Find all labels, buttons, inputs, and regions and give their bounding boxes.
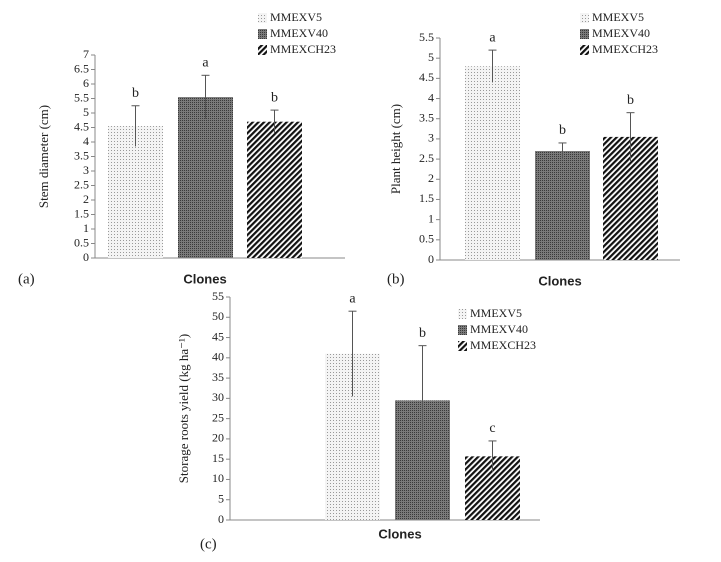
legend-swatch [580,29,589,39]
y-tick-label: 45 [212,329,224,343]
y-tick-label: 5 [218,491,224,505]
y-tick-label: 4.5 [74,119,89,133]
legend-swatch [258,29,267,39]
legend-label: MMEXV40 [270,26,328,40]
y-tick-label: 0 [428,252,434,266]
y-tick-label: 30 [212,390,224,404]
legend-label: MMEXV40 [470,322,528,336]
x-axis-label: Clones [378,526,421,541]
y-tick-label: 1 [428,211,434,225]
y-tick-label: 3.5 [419,110,434,124]
y-tick-label: 10 [212,471,224,485]
legend-swatch [458,325,467,335]
y-tick-label: 2 [428,171,434,185]
legend-label: MMEXV5 [470,306,522,320]
significance-letter: b [419,326,426,341]
y-tick-label: 2.5 [74,177,89,191]
legend-label: MMEXCH23 [592,42,658,56]
legend-swatch [258,13,267,23]
x-axis-label: Clones [183,271,226,286]
bar [465,66,520,260]
significance-letter: b [271,90,278,105]
y-tick-label: 4 [83,134,89,148]
y-tick-label: 25 [212,410,224,424]
significance-letter: a [349,291,356,306]
significance-letter: b [132,86,139,101]
bar [178,97,233,258]
y-tick-label: 5 [83,105,89,119]
y-axis-label: Storage roots yield (kg ha⁻¹) [176,334,191,483]
y-tick-label: 5.5 [74,90,89,104]
y-tick-label: 35 [212,370,224,384]
y-tick-label: 20 [212,431,224,445]
y-tick-label: 3.5 [74,148,89,162]
significance-letter: b [559,123,566,138]
panel-label: (b) [387,271,405,287]
significance-letter: a [489,30,496,45]
significance-letter: b [627,93,634,108]
y-tick-label: 5.5 [419,30,434,44]
y-tick-label: 4.5 [419,70,434,84]
y-tick-label: 3 [83,163,89,177]
y-tick-label: 3 [428,131,434,145]
y-tick-label: 2.5 [419,151,434,165]
y-tick-label: 55 [212,289,224,303]
legend-label: MMEXV5 [270,10,322,24]
panel-label: (a) [18,271,35,287]
bar [108,126,163,258]
y-tick-label: 7 [83,47,89,61]
bar [535,151,590,260]
y-tick-label: 1 [83,221,89,235]
y-tick-label: 1.5 [74,206,89,220]
y-tick-label: 50 [212,309,224,323]
legend-swatch [458,309,467,319]
legend-swatch [580,13,589,23]
y-tick-label: 2 [83,192,89,206]
y-tick-label: 1.5 [419,191,434,205]
y-tick-label: 4 [428,90,434,104]
y-axis-label: Plant height (cm) [388,104,403,194]
y-axis-label: Stem diameter (cm) [36,105,51,208]
legend-label: MMEXV40 [592,26,650,40]
y-tick-label: 0 [218,512,224,526]
y-tick-label: 15 [212,451,224,465]
y-tick-label: 0.5 [419,232,434,246]
bar [247,121,302,258]
y-tick-label: 5 [428,50,434,64]
y-tick-label: 6.5 [74,61,89,75]
legend-label: MMEXV5 [592,10,644,24]
significance-letter: c [489,421,495,436]
panel-label: (c) [200,536,217,552]
legend-swatch [258,45,267,55]
legend-label: MMEXCH23 [270,42,336,56]
legend-label: MMEXCH23 [470,338,536,352]
significance-letter: a [202,56,209,71]
y-tick-label: 0.5 [74,235,89,249]
y-tick-label: 0 [83,250,89,264]
y-tick-label: 40 [212,350,224,364]
x-axis-label: Clones [538,273,581,288]
legend-swatch [580,45,589,55]
y-tick-label: 6 [83,76,89,90]
legend-swatch [458,341,467,351]
